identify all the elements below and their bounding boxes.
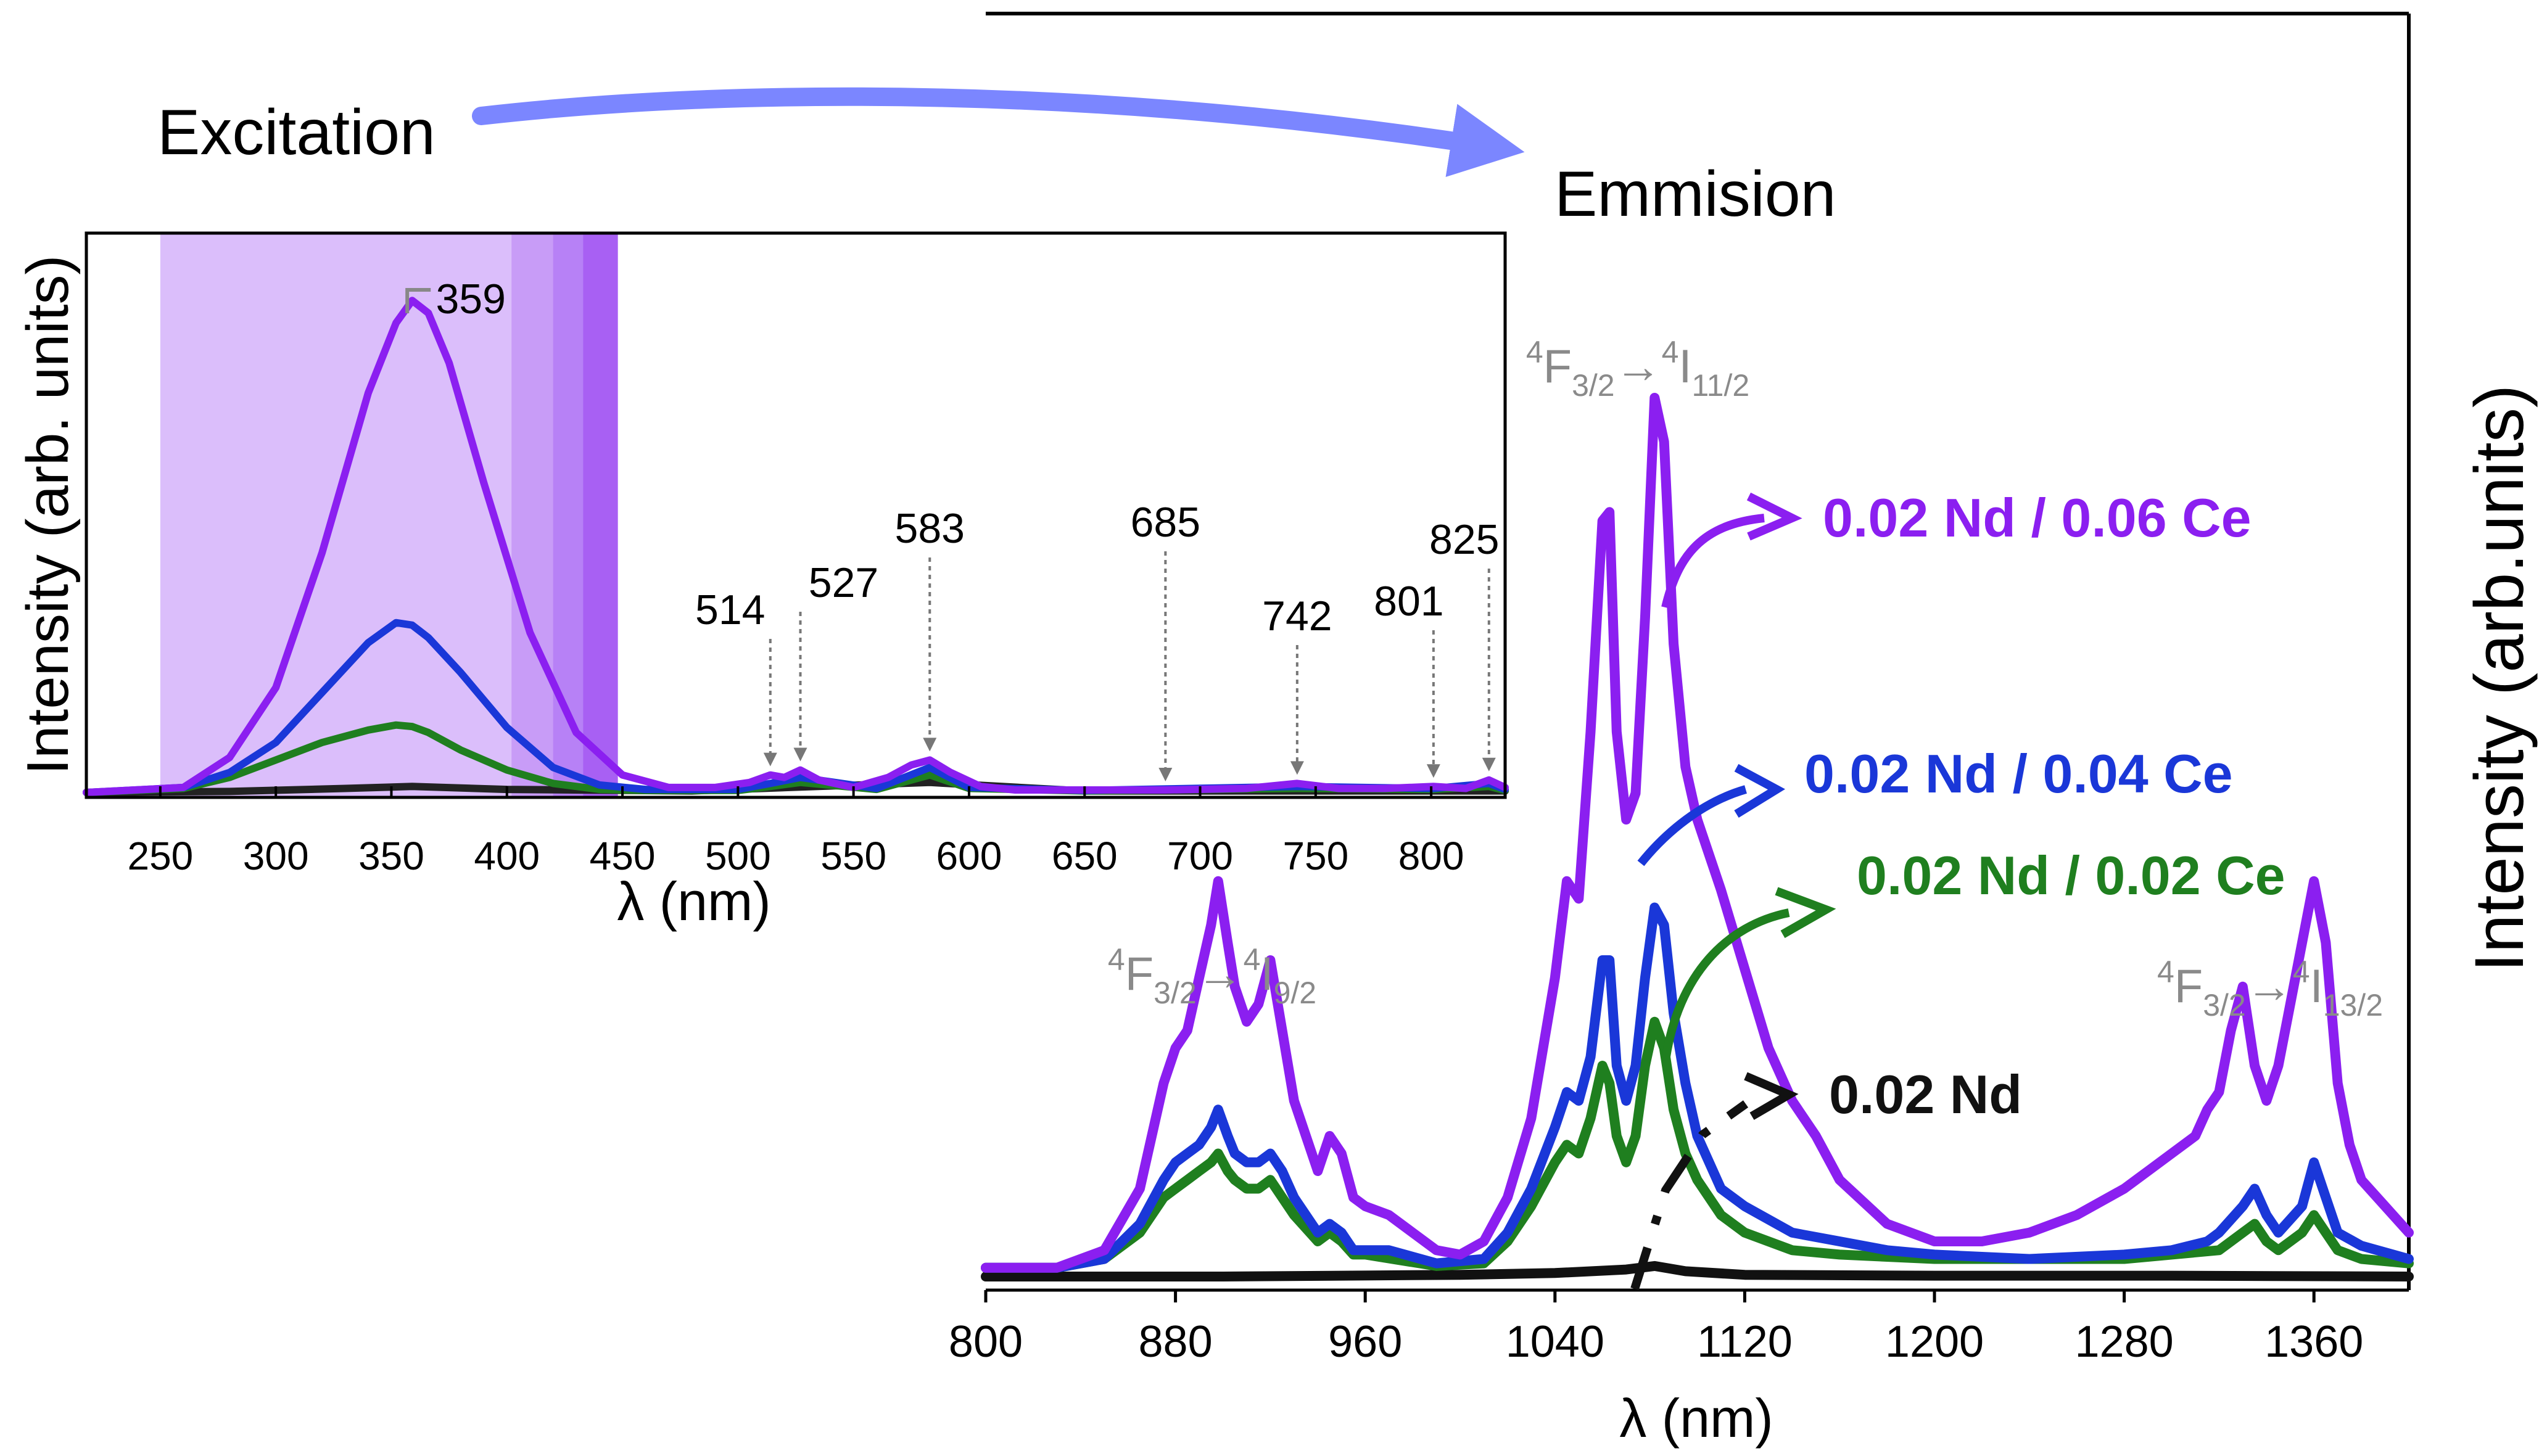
excitation-y-axis-title: Intensity (arb. units) (15, 255, 81, 775)
emission-series-0 (981, 393, 2414, 1273)
peak-label: 685 (1131, 499, 1200, 546)
emission-tick-label: 1040 (1506, 1317, 1604, 1367)
emission-tick-label: 1280 (2075, 1317, 2174, 1367)
inset-frame (85, 231, 1507, 799)
emission-tick-label: 880 (1139, 1317, 1213, 1367)
legend-label-nd: 0.02 Nd (1829, 1064, 2022, 1125)
transition-label: 4F3/2→4I11/2 (1526, 335, 1749, 403)
peak-label: 801 (1374, 578, 1443, 625)
excitation-tick-label: 500 (705, 834, 771, 878)
emission-tick-label: 800 (949, 1317, 1023, 1367)
legend-arrowhead-0.04ce (1734, 763, 1786, 818)
legend-arrowhead-nd (1744, 1072, 1799, 1121)
excitation-tick-label: 600 (936, 834, 1002, 878)
excitation-tick-label: 750 (1282, 834, 1348, 878)
legend-arrowhead-0.06ce (1746, 492, 1802, 541)
excitation-tick-label: 700 (1167, 834, 1233, 878)
excitation-tick-label: 250 (127, 834, 193, 878)
peak-arrowhead (923, 738, 937, 752)
excitation-tick-label: 450 (590, 834, 656, 878)
shaded-band-3 (583, 233, 618, 797)
peak-arrowhead (1482, 757, 1496, 771)
emission-plot: 800 880 960 1040 1120 1200 1280 1360 λ (nm) Int… (949, 335, 2538, 1449)
peak-label: 527 (809, 559, 878, 606)
emission-tick-label: 1120 (1697, 1317, 1793, 1367)
excitation-series-0 (83, 297, 1509, 796)
legend-arrow-nd (1630, 1100, 1749, 1291)
peak-arrowhead (1290, 761, 1304, 775)
excitation-to-emission-arrow (472, 87, 1525, 178)
excitation-peak-labels: 359 514 527 583 685 742 801 825 (405, 276, 1500, 781)
peak-label: 514 (695, 586, 765, 633)
emission-series-2 (981, 1016, 2414, 1273)
emission-x-ticks: 800 880 960 1040 1120 1200 1280 1360 (949, 1290, 2363, 1367)
legend-arrow-0.04ce (1637, 785, 1747, 866)
excitation-tick-label: 300 (243, 834, 309, 878)
emission-y-axis-title: Intensity (arb.units) (2461, 385, 2538, 972)
peak-label: 359 (436, 276, 505, 323)
legend-arrowhead-0.02ce (1775, 887, 1836, 939)
excitation-shaded-bands (160, 233, 618, 797)
legend-label-0.02ce: 0.02 Nd / 0.02 Ce (1857, 845, 2285, 906)
emission-label: Emmision (1554, 158, 1836, 230)
peak-arrowhead (763, 752, 777, 767)
excitation-tick-label: 800 (1398, 834, 1464, 878)
excitation-label: Excitation (157, 97, 436, 168)
excitation-x-ticks: 250 300 350 400 450 500 550 600 650 700 750 800 (127, 786, 1464, 878)
transition-label: 4F3/2→4I13/2 (2157, 955, 2383, 1022)
transition-label: 4F3/2→4I9/2 (1108, 942, 1316, 1010)
excitation-tick-label: 550 (820, 834, 886, 878)
peak-label: 825 (1429, 516, 1499, 563)
excitation-x-axis-title: λ (nm) (617, 871, 770, 932)
emission-tick-label: 960 (1328, 1317, 1402, 1367)
excitation-tick-label: 350 (358, 834, 424, 878)
emission-series-1 (981, 902, 2414, 1273)
emission-tick-label: 1360 (2264, 1317, 2363, 1367)
legend-arrow-0.02ce (1661, 908, 1790, 1061)
peak-arrowhead (793, 747, 807, 762)
legend-label-0.06ce: 0.02 Nd / 0.06 Ce (1823, 487, 2252, 548)
emission-series-group (981, 393, 2414, 1281)
excitation-tick-label: 650 (1052, 834, 1118, 878)
peak-arrowhead (1426, 764, 1440, 778)
emission-transition-labels: 4F3/2→4I9/2 4F3/2→4I11/2 4F3/2→4I13/2 (1108, 335, 2383, 1022)
excitation-tick-label: 400 (474, 834, 540, 878)
peak-arrowhead (1158, 767, 1173, 781)
peak-label: 583 (895, 505, 965, 552)
legend-arrow-0.06ce (1661, 514, 1765, 609)
emission-tick-label: 1200 (1885, 1317, 1984, 1367)
excitation-inset-plot: 359 514 527 583 685 742 801 825 250 300 350 400 450… (15, 231, 1509, 932)
emission-series-3 (981, 1261, 2414, 1281)
peak-bracket-359 (405, 288, 431, 313)
emission-x-axis-title: λ (nm) (1619, 1388, 1773, 1449)
peak-label: 742 (1262, 593, 1332, 640)
legend-label-0.04ce: 0.02 Nd / 0.04 Ce (1804, 743, 2233, 804)
